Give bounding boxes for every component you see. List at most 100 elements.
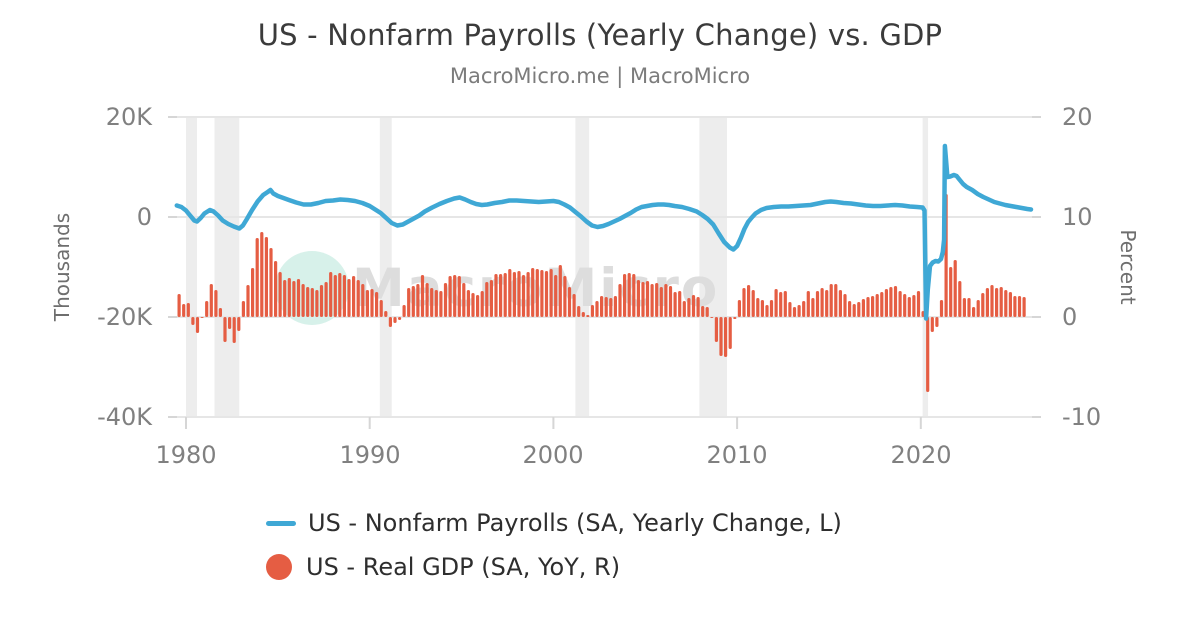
gdp-bar <box>540 270 544 317</box>
gdp-bar <box>241 301 245 317</box>
legend-item-payrolls[interactable]: US - Nonfarm Payrolls (SA, Yearly Change… <box>266 508 842 538</box>
gdp-bar <box>471 293 475 317</box>
gdp-bar <box>338 273 342 317</box>
gdp-bar <box>1017 296 1022 317</box>
gdp-bar <box>448 276 452 317</box>
left-axis-title: Thousands <box>50 212 74 322</box>
gdp-bar <box>949 267 953 317</box>
gdp-bar <box>747 285 751 317</box>
gdp-bar <box>315 290 319 317</box>
gdp-bar <box>237 317 241 331</box>
gdp-bar <box>549 269 553 317</box>
payrolls-line-marker <box>266 520 296 526</box>
gdp-bar <box>411 286 415 317</box>
gdp-bar <box>205 301 209 317</box>
gdp-bar <box>407 288 411 317</box>
gdp-bar <box>930 317 934 332</box>
gdp-bar <box>995 288 999 317</box>
gdp-bar <box>705 307 709 317</box>
gdp-bar <box>687 298 691 317</box>
gdp-bar <box>742 288 746 317</box>
gridlines <box>168 116 1041 429</box>
gdp-bar <box>521 275 526 317</box>
gdp-bar <box>370 289 374 317</box>
gdp-bar <box>186 303 190 317</box>
gdp-bar <box>255 238 259 317</box>
gdp-bar <box>476 295 480 317</box>
gdp-bar <box>880 292 884 317</box>
gdp-bar <box>893 286 898 317</box>
x-axis-tick-1990: 1990 <box>339 441 401 469</box>
gdp-bar <box>664 284 668 317</box>
gdp-bar <box>751 290 755 317</box>
gdp-bar <box>829 284 833 317</box>
gdp-bar <box>783 291 787 317</box>
left-axis-tick-20k: 20K <box>105 103 152 131</box>
gdp-bar <box>375 292 379 317</box>
right-axis-tick-neg10: -10 <box>1062 403 1102 431</box>
gdp-bar <box>916 291 921 317</box>
gdp-bar <box>554 275 558 317</box>
gdp-bar <box>701 306 705 317</box>
gdp-bar <box>898 291 902 317</box>
gdp-bar <box>815 291 820 317</box>
recession-band <box>214 117 240 417</box>
gdp-bar <box>907 297 911 317</box>
recession-bands <box>186 117 929 417</box>
gdp-bar <box>398 317 402 320</box>
gdp-bar <box>884 289 888 317</box>
gdp-bar <box>577 306 581 317</box>
gdp-bar <box>182 304 186 317</box>
x-axis-tick-2000: 2000 <box>522 441 584 469</box>
gdp-bar <box>737 300 741 317</box>
gdp-bar <box>485 282 489 317</box>
gdp-bar <box>177 294 181 317</box>
gdp-bar <box>453 275 457 317</box>
gdp-bars <box>177 194 1026 392</box>
x-axis-tick-2010: 2010 <box>706 441 768 469</box>
right-axis-tick-10: 10 <box>1062 203 1093 231</box>
legend-item-gdp[interactable]: US - Real GDP (SA, YoY, R) <box>266 552 842 582</box>
gdp-bar <box>627 273 631 317</box>
gdp-bar <box>678 291 682 317</box>
gdp-bar <box>425 283 429 317</box>
gdp-bar <box>420 275 425 317</box>
gdp-bar <box>306 287 310 317</box>
gdp-bar <box>724 317 728 357</box>
gdp-bar <box>499 274 503 317</box>
gdp-bar <box>1013 296 1017 317</box>
gdp-bar <box>691 295 696 317</box>
gdp-bar <box>682 301 686 317</box>
gdp-bar <box>503 273 507 317</box>
gdp-bar <box>590 305 594 317</box>
gdp-bar <box>526 272 530 317</box>
gdp-bar <box>218 308 222 317</box>
gdp-bar <box>788 302 792 317</box>
gdp-bar <box>710 317 714 318</box>
chart-subtitle: MacroMicro.me | MacroMicro <box>449 64 751 88</box>
gdp-bar <box>563 276 567 317</box>
gdp-bar <box>586 315 590 317</box>
gdp-bar <box>457 276 461 317</box>
gdp-bar <box>641 282 645 317</box>
gdp-bar <box>838 290 842 317</box>
gdp-bar <box>806 291 810 317</box>
gdp-bar <box>935 317 939 327</box>
gdp-bar <box>246 285 250 317</box>
gdp-bar <box>733 317 737 319</box>
gdp-bar <box>544 271 549 317</box>
left-axis-tick-neg40k: -40K <box>97 403 152 431</box>
gdp-bar <box>696 297 700 317</box>
gdp-bar <box>531 268 535 317</box>
gdp-bar <box>567 287 572 317</box>
gdp-bar <box>439 291 443 317</box>
gdp-bar <box>609 298 613 317</box>
gdp-bar <box>260 232 264 317</box>
gdp-bar <box>861 299 865 317</box>
gdp-bar <box>972 307 976 317</box>
payrolls-line-path <box>174 143 1034 321</box>
gdp-bar <box>195 317 200 333</box>
left-axis-tick-neg20k: -20K <box>97 303 152 331</box>
